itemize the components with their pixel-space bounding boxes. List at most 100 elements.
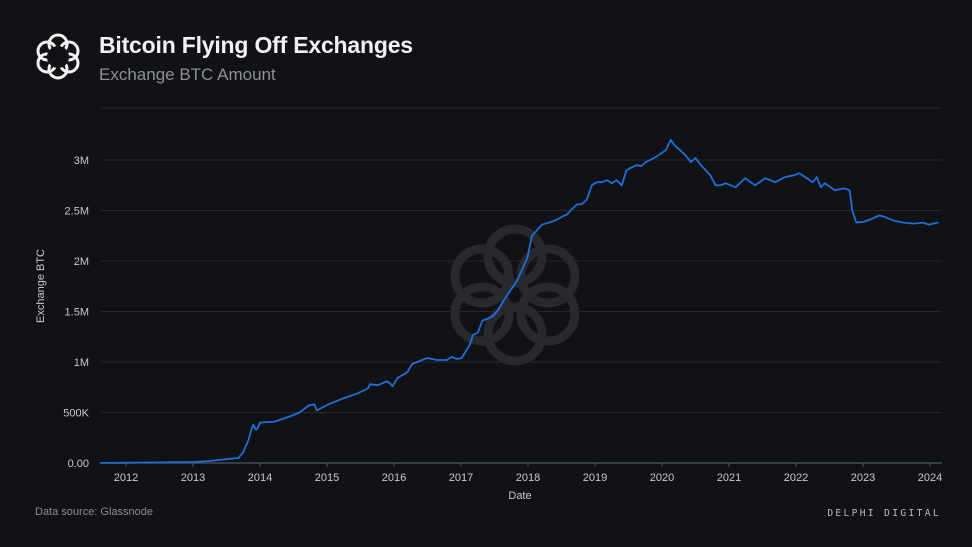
x-tick-label: 2018: [516, 472, 540, 484]
delphi-knot-icon: [36, 33, 80, 80]
data-point: [536, 229, 539, 231]
data-point: [913, 223, 915, 225]
data-point: [308, 404, 310, 406]
data-point: [472, 334, 474, 336]
chart-subtitle: Exchange BTC Amount: [99, 65, 276, 84]
data-point: [615, 179, 618, 181]
data-point: [893, 220, 895, 222]
data-point: [469, 344, 471, 346]
data-point: [477, 332, 479, 334]
data-point: [673, 144, 675, 146]
data-point: [250, 429, 252, 431]
data-point: [421, 359, 423, 361]
y-tick-label: 2.5M: [65, 206, 89, 218]
data-point: [259, 422, 261, 424]
data-point: [670, 139, 672, 141]
data-point: [561, 216, 563, 218]
x-tick-label: 2022: [784, 472, 808, 484]
data-point: [491, 315, 494, 318]
data-point: [586, 198, 588, 200]
data-point: [922, 222, 924, 224]
data-point: [591, 184, 593, 186]
data-point: [715, 184, 717, 186]
data-point: [871, 218, 874, 220]
data-point: [436, 359, 438, 361]
data-point: [640, 165, 642, 167]
data-point: [794, 174, 796, 176]
data-point: [506, 294, 508, 296]
x-tick-label: 2024: [918, 472, 942, 484]
y-tick-label: 1M: [74, 357, 89, 369]
data-point: [357, 392, 359, 394]
data-point: [863, 221, 865, 223]
y-axis-label: Exchange BTC: [35, 249, 47, 323]
data-point: [288, 415, 291, 418]
y-tick-label: 3M: [74, 155, 89, 167]
data-point: [386, 380, 388, 382]
data-point: [843, 187, 845, 189]
data-point: [319, 407, 321, 410]
data-point: [611, 182, 613, 184]
data-point: [851, 209, 853, 212]
data-point: [883, 216, 885, 218]
chart-title: Bitcoin Flying Off Exchanges: [99, 32, 413, 58]
data-point: [481, 320, 483, 322]
data-point: [937, 222, 939, 224]
data-point: [446, 359, 448, 361]
data-point: [392, 385, 394, 387]
data-point: [456, 358, 458, 360]
data-point: [849, 189, 851, 191]
data-point: [516, 279, 518, 281]
data-point: [551, 221, 553, 223]
data-point: [327, 403, 329, 405]
data-point: [855, 222, 857, 224]
data-source-note: Data source: Glassnode: [35, 506, 154, 518]
data-point: [426, 357, 429, 359]
data-point: [316, 409, 318, 412]
data-point: [774, 181, 776, 183]
data-point: [806, 177, 808, 179]
x-tick-label: 2020: [650, 472, 674, 484]
data-point: [531, 235, 533, 237]
data-point: [541, 224, 543, 226]
data-point: [242, 451, 244, 453]
data-point: [248, 439, 250, 441]
data-point: [576, 203, 578, 205]
y-tick-label: 2M: [74, 256, 89, 268]
data-point: [680, 150, 682, 152]
data-point: [99, 462, 102, 464]
data-point: [928, 224, 930, 226]
data-point: [820, 186, 822, 188]
data-point: [812, 181, 814, 183]
data-point: [665, 149, 667, 151]
data-point: [581, 203, 583, 205]
data-point: [596, 181, 598, 183]
data-point: [744, 177, 746, 179]
data-point: [451, 356, 453, 358]
x-tick-label: 2014: [248, 472, 272, 484]
data-point: [903, 222, 905, 224]
data-point: [878, 214, 880, 217]
x-tick-label: 2017: [449, 472, 473, 484]
data-point: [274, 421, 276, 423]
data-point: [238, 457, 240, 459]
data-point: [645, 161, 647, 163]
data-point: [834, 189, 836, 191]
brand-wordmark: DELPHI DIGITAL: [827, 508, 941, 519]
watermark-logo-icon: [450, 224, 580, 366]
data-point: [690, 161, 692, 163]
data-point: [784, 176, 786, 178]
data-point: [255, 429, 257, 431]
data-point: [655, 156, 657, 158]
data-point: [735, 186, 737, 188]
data-point: [497, 309, 499, 312]
x-tick-label: 2019: [583, 472, 607, 484]
y-tick-label: 500K: [63, 408, 89, 420]
data-point: [556, 219, 558, 221]
data-point: [685, 155, 687, 157]
data-point: [694, 157, 697, 159]
data-point: [700, 164, 702, 166]
data-point: [208, 460, 210, 462]
data-point: [416, 361, 418, 363]
